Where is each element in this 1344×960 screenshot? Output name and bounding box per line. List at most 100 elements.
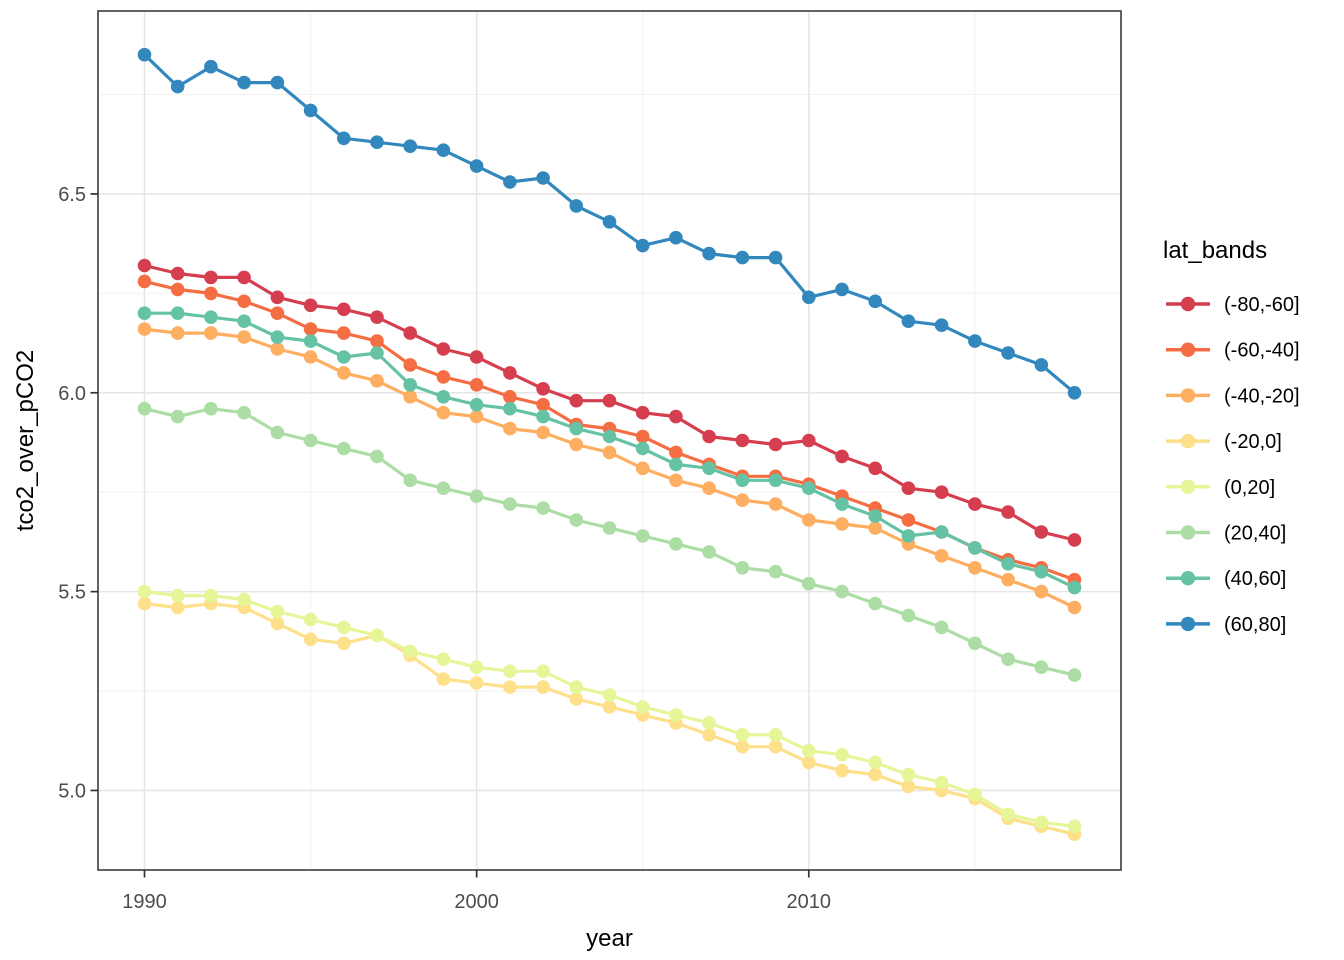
data-point <box>469 676 484 690</box>
legend-label: (0,20] <box>1224 477 1275 499</box>
data-point <box>303 103 318 118</box>
data-point <box>270 425 285 440</box>
data-point <box>968 541 982 555</box>
data-point <box>602 215 617 229</box>
data-point <box>802 481 816 496</box>
x-axis-title: year <box>586 925 633 952</box>
data-point <box>1001 346 1015 360</box>
data-point <box>503 390 517 404</box>
data-point <box>1067 819 1082 834</box>
data-point <box>370 310 384 325</box>
data-point <box>1034 584 1049 599</box>
data-point <box>469 159 484 173</box>
data-point <box>503 175 517 189</box>
data-point <box>370 135 384 149</box>
data-point <box>735 433 750 448</box>
data-point <box>569 513 584 527</box>
data-point <box>901 314 916 329</box>
data-point <box>1067 668 1082 682</box>
data-point <box>204 270 218 285</box>
data-point <box>370 449 384 464</box>
data-point <box>735 728 750 742</box>
data-point <box>469 397 484 412</box>
data-point <box>237 270 251 285</box>
data-point <box>835 517 849 531</box>
data-point <box>768 250 783 265</box>
data-point <box>669 537 683 551</box>
data-point <box>868 767 882 782</box>
y-axis: 5.0 5.5 6.0 6.5 tco2_over_pCO2 <box>12 184 98 802</box>
data-point <box>934 549 949 563</box>
data-point <box>370 334 384 348</box>
data-point <box>436 390 451 404</box>
data-point <box>337 366 351 380</box>
data-point <box>602 700 617 714</box>
data-point <box>270 75 285 90</box>
data-point <box>868 509 882 523</box>
data-point <box>337 131 351 146</box>
data-point <box>303 298 318 313</box>
data-point <box>635 441 650 456</box>
data-point <box>303 334 318 348</box>
data-point <box>569 199 584 213</box>
y-tick-label: 5.5 <box>58 582 86 604</box>
data-point <box>403 139 418 153</box>
data-point <box>635 461 650 476</box>
data-point <box>204 310 218 325</box>
data-point <box>303 433 318 448</box>
data-point <box>337 620 351 635</box>
data-point <box>702 429 716 444</box>
data-point <box>868 755 882 770</box>
data-point <box>635 429 650 444</box>
data-point <box>835 449 849 464</box>
legend-item: (0,20] <box>1166 477 1275 499</box>
legend-label: (60,80] <box>1224 614 1286 636</box>
data-point <box>934 620 949 635</box>
data-point <box>835 282 849 297</box>
data-point <box>270 604 285 619</box>
data-point <box>170 409 185 424</box>
data-point <box>669 473 683 488</box>
x-tick-label: 2010 <box>787 891 832 913</box>
data-point <box>469 409 484 424</box>
data-point <box>303 632 318 647</box>
data-point <box>635 405 650 420</box>
x-tick-label: 1990 <box>122 891 167 913</box>
y-axis-title: tco2_over_pCO2 <box>12 350 39 531</box>
data-point <box>768 564 783 579</box>
data-point <box>137 47 152 62</box>
data-point <box>436 481 451 496</box>
legend-item: (-20,0] <box>1166 431 1282 453</box>
legend-item: (20,40] <box>1166 523 1286 545</box>
data-point <box>669 445 683 460</box>
data-point <box>702 461 716 476</box>
data-point <box>802 755 816 770</box>
data-point <box>1001 572 1015 587</box>
data-point <box>337 441 351 456</box>
data-point <box>469 660 484 674</box>
data-point <box>702 246 716 261</box>
data-point <box>669 457 683 472</box>
data-point <box>204 59 218 74</box>
data-point <box>901 767 916 782</box>
data-point <box>270 306 285 321</box>
data-point <box>1034 815 1049 830</box>
data-point <box>602 393 617 408</box>
data-point <box>768 473 783 488</box>
data-point <box>901 779 916 794</box>
data-point <box>868 521 882 535</box>
data-point <box>901 481 916 496</box>
data-point <box>934 775 949 790</box>
data-point <box>602 688 617 702</box>
data-point <box>702 728 716 742</box>
data-point <box>536 680 550 694</box>
legend-key-point <box>1180 296 1196 312</box>
data-point <box>968 636 982 651</box>
data-point <box>403 326 418 340</box>
data-point <box>901 529 916 543</box>
data-point <box>1067 600 1082 615</box>
legend: lat_bands (-80,-60] (-60,-40] (-40,-20] (-20… <box>1163 237 1300 636</box>
data-point <box>170 600 185 615</box>
x-tick-label: 2000 <box>454 891 499 913</box>
